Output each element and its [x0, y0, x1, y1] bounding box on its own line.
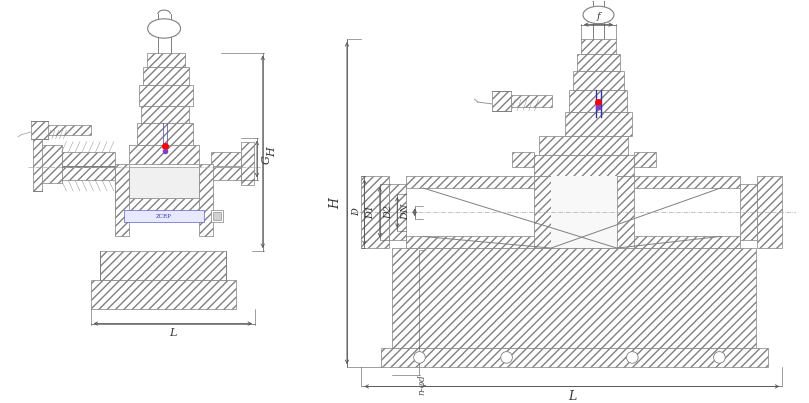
Bar — [137, 123, 193, 145]
Bar — [570, 90, 628, 112]
Text: DN: DN — [401, 204, 410, 220]
Bar — [129, 167, 199, 198]
Bar — [47, 125, 91, 135]
Bar — [574, 71, 624, 90]
Bar — [143, 67, 189, 85]
Bar — [240, 142, 254, 185]
Bar — [35, 145, 61, 183]
Bar — [551, 177, 616, 248]
Text: f: f — [597, 12, 600, 21]
Bar — [577, 54, 620, 71]
Bar — [581, 39, 616, 54]
Bar — [199, 164, 214, 237]
Bar — [211, 167, 240, 181]
Text: L: L — [568, 390, 576, 403]
Text: D2: D2 — [384, 205, 393, 219]
Bar — [616, 177, 634, 248]
Bar — [61, 152, 115, 166]
Bar — [511, 95, 552, 107]
Ellipse shape — [583, 6, 614, 24]
Bar — [31, 121, 48, 139]
Bar — [739, 184, 757, 240]
Bar — [32, 138, 42, 191]
Bar — [757, 177, 782, 248]
Bar — [115, 164, 129, 237]
Bar — [534, 155, 634, 177]
Bar — [91, 280, 235, 309]
Bar — [146, 53, 185, 67]
Bar — [211, 152, 240, 166]
Bar — [211, 210, 223, 222]
Bar — [512, 152, 534, 167]
Bar — [388, 184, 406, 240]
Bar — [141, 106, 189, 123]
Bar — [129, 145, 199, 164]
Bar — [100, 251, 226, 280]
Text: D: D — [352, 208, 361, 216]
Bar — [125, 210, 204, 222]
Bar — [115, 198, 211, 217]
Bar — [534, 177, 551, 248]
Bar — [492, 91, 511, 111]
Bar — [406, 237, 739, 248]
Bar — [61, 167, 115, 181]
Text: L: L — [169, 328, 176, 338]
Bar — [381, 348, 768, 367]
Text: D1: D1 — [366, 205, 375, 219]
Text: ZCRP: ZCRP — [156, 214, 172, 219]
Bar — [214, 212, 221, 220]
Bar — [565, 112, 633, 136]
Bar — [115, 179, 211, 198]
Text: H: H — [268, 147, 277, 157]
Bar — [139, 85, 193, 106]
Bar — [392, 248, 756, 348]
Bar — [406, 177, 739, 188]
Circle shape — [714, 351, 725, 363]
Text: n-φd: n-φd — [417, 374, 426, 395]
Bar — [540, 136, 629, 155]
Bar — [634, 152, 655, 167]
Circle shape — [413, 351, 426, 363]
Text: H: H — [328, 197, 342, 208]
Bar — [362, 177, 388, 248]
Circle shape — [626, 351, 638, 363]
Text: G: G — [261, 155, 272, 164]
Circle shape — [501, 351, 512, 363]
Ellipse shape — [148, 19, 180, 38]
